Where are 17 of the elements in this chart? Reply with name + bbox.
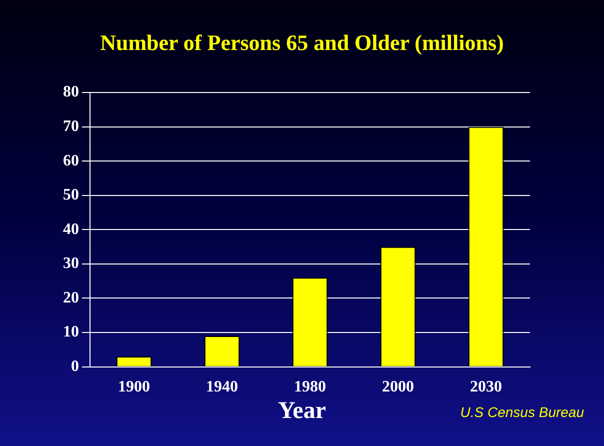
y-tick-label: 0 (71, 358, 79, 375)
x-axis-title: Year (278, 398, 326, 424)
y-tick-label: 40 (63, 220, 79, 238)
x-tick-label: 1940 (206, 378, 238, 396)
y-tick-label: 20 (63, 289, 79, 306)
y-tick-label: 50 (63, 186, 79, 204)
y-tick-label: 80 (63, 84, 79, 101)
text: U.S Census Bureau (460, 404, 584, 420)
x-tick-label: 2030 (470, 378, 502, 396)
chart-title: Number of Persons 65 and Older (millions) (99, 30, 505, 56)
x-tick-label: 2000 (382, 378, 414, 396)
y-tick-label: 70 (63, 118, 79, 136)
y-tick-label: 60 (63, 152, 79, 170)
x-tick-label: 1980 (294, 378, 326, 396)
x-tick-label: 1900 (118, 378, 150, 396)
y-tick-label: 30 (63, 255, 79, 272)
y-tick-label: 10 (63, 324, 79, 341)
